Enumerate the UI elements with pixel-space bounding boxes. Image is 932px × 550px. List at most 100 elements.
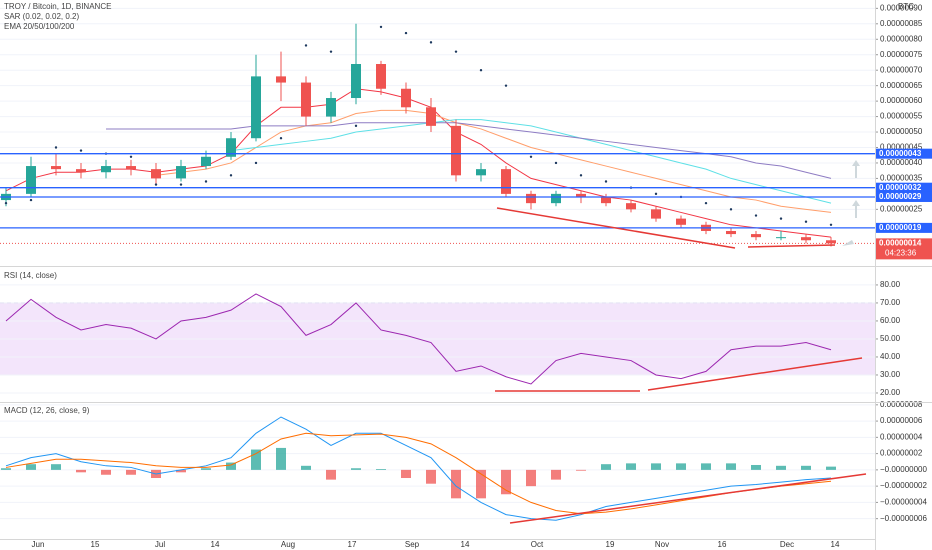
candle-body	[126, 166, 136, 170]
trend-line	[496, 207, 736, 249]
candle-body	[226, 138, 236, 157]
histogram-bar	[701, 463, 711, 470]
candle-body	[826, 240, 836, 244]
histogram-bar	[401, 469, 411, 479]
histogram-bar	[726, 463, 736, 470]
x-tick-label: Jul	[155, 540, 165, 549]
x-tick-label: 15	[91, 540, 100, 549]
candle-body	[76, 169, 86, 173]
countdown: 04:23:36	[885, 248, 917, 257]
y-tick-label: 0.00000035	[880, 174, 923, 183]
y-tick-label: 0.00000006	[880, 416, 923, 425]
sar-dot	[179, 183, 183, 186]
last-price-tag	[876, 238, 932, 260]
candle-body	[751, 234, 761, 238]
sar-dot	[654, 192, 658, 196]
x-tick-label: Dec	[780, 540, 794, 549]
histogram-bar	[101, 469, 111, 475]
candle-body	[101, 166, 111, 173]
candle-body	[801, 237, 811, 241]
candle-body	[451, 125, 461, 176]
sar-dot	[429, 41, 433, 44]
x-tick-label: 19	[606, 540, 615, 549]
y-tick-label: 60.00	[880, 316, 901, 325]
histogram-bar	[826, 466, 836, 470]
indicator-title: RSI (14, close)	[4, 271, 57, 280]
indicator-line	[155, 109, 832, 213]
marks-layer: 0.00000090 0.00000085 0.00000080 0.00000075…	[0, 3, 932, 549]
histogram-bar	[201, 468, 211, 470]
histogram-bar	[451, 469, 461, 499]
sar-dot	[779, 217, 783, 220]
y-tick-label: −0.00000004	[880, 498, 927, 507]
candle-body	[176, 166, 186, 179]
histogram-bar	[276, 447, 286, 470]
x-tick-label: Nov	[655, 540, 669, 549]
candle-body	[601, 196, 611, 204]
x-tick-label: 17	[348, 540, 357, 549]
sar-dot	[129, 155, 133, 158]
sar-dot	[504, 84, 508, 87]
indicator-line	[230, 119, 832, 204]
sar-dot	[729, 208, 733, 211]
candle-body	[326, 98, 336, 117]
candle-body	[576, 193, 586, 197]
candle-body	[276, 76, 286, 83]
sar-dot	[454, 50, 458, 53]
indicator-label: SAR (0.02, 0.02, 0.2)	[4, 12, 79, 21]
sar-dot	[579, 174, 583, 177]
histogram-bar	[326, 469, 336, 480]
y-tick-label: 80.00	[880, 280, 901, 289]
histogram-bar	[351, 468, 361, 470]
y-tick-label: 0.00000085	[880, 19, 923, 28]
sar-dot	[354, 124, 358, 128]
candle-body	[426, 107, 436, 126]
y-tick-label: 0.00000008	[880, 400, 923, 409]
histogram-bar	[526, 469, 536, 487]
indicator-line	[5, 88, 832, 238]
sar-dot	[204, 180, 208, 183]
histogram-bar	[126, 469, 136, 475]
candle-body	[476, 169, 486, 176]
indicator-line	[5, 293, 832, 385]
y-tick-label: 70.00	[880, 298, 901, 307]
histogram-bar	[76, 469, 86, 473]
y-tick-label: 0.00000025	[880, 204, 923, 213]
x-tick-label: Aug	[281, 540, 295, 549]
candle-body	[726, 230, 736, 235]
sar-dot	[704, 201, 708, 205]
sar-dot	[604, 180, 608, 183]
histogram-bar	[51, 464, 61, 470]
histogram-bar	[801, 465, 811, 470]
trend-line	[647, 357, 863, 391]
x-tick-label: 14	[211, 540, 220, 549]
candle-body	[26, 166, 36, 194]
histogram-bar	[426, 469, 436, 484]
histogram-bar	[651, 463, 661, 470]
histogram-bar	[626, 463, 636, 470]
histogram-bar	[576, 469, 586, 471]
sar-dot	[4, 201, 8, 205]
y-tick-label: 0.00000060	[880, 96, 923, 105]
sar-dot	[529, 155, 533, 158]
histogram-bar	[676, 463, 686, 470]
candle-body	[251, 76, 261, 139]
histogram-bar	[376, 469, 386, 470]
trend-line	[509, 473, 867, 524]
y-tick-label: 0.00000080	[880, 34, 923, 43]
histogram-bar	[1, 468, 11, 470]
candle-body	[776, 237, 786, 239]
sar-dot	[304, 44, 308, 47]
sar-dot	[154, 183, 158, 186]
arrow-icon	[842, 240, 854, 246]
candle-body	[676, 218, 686, 225]
arrow-icon	[852, 200, 860, 218]
candle-body	[51, 166, 61, 170]
x-tick-label: 16	[718, 540, 727, 549]
x-tick-label: 14	[831, 540, 840, 549]
candle-body	[351, 64, 361, 99]
x-tick-label: Jun	[32, 540, 45, 549]
level-tag	[876, 148, 932, 159]
level-tag	[876, 182, 932, 193]
